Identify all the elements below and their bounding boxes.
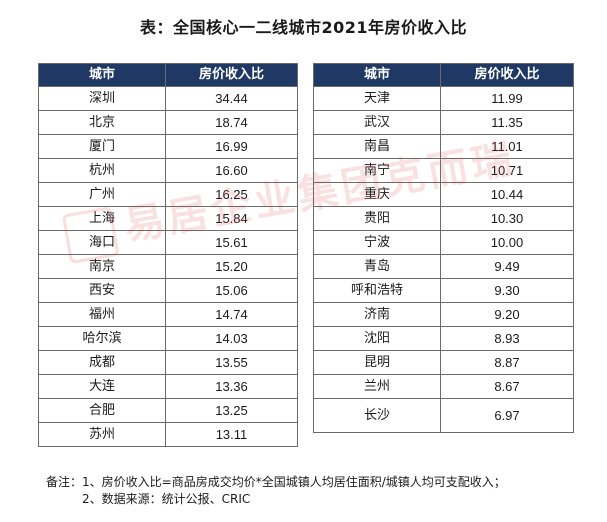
ratio-cell: 13.11 (165, 422, 298, 447)
table-row: 南京 15.20 (38, 254, 298, 279)
table-row: 重庆 10.44 (313, 182, 574, 207)
footnotes: 备注：1、房价收入比=商品房成交均价*全国城镇人均居住面积/城镇人均可支配收入；… (46, 474, 506, 508)
ratio-table-right: 城市 房价收入比 天津 11.99 武汉 11.35 南昌 11.01 南宁 10.71 重庆 1… (313, 63, 574, 433)
table-row: 海口 15.61 (38, 230, 298, 255)
city-cell: 呼和浩特 (313, 278, 441, 303)
city-cell: 南京 (38, 254, 166, 279)
city-cell: 合肥 (38, 398, 166, 423)
ratio-cell: 15.06 (165, 278, 298, 303)
ratio-cell: 9.20 (440, 302, 574, 327)
city-cell: 成都 (38, 350, 166, 375)
ratio-cell: 15.84 (165, 206, 298, 231)
city-cell: 杭州 (38, 158, 166, 183)
ratio-cell: 18.74 (165, 110, 298, 135)
table-row: 大连 13.36 (38, 374, 298, 399)
table-row: 西安 15.06 (38, 278, 298, 303)
city-cell: 沈阳 (313, 326, 441, 351)
ratio-cell: 11.35 (440, 110, 574, 135)
city-cell: 天津 (313, 86, 441, 111)
table-row: 厦门 16.99 (38, 134, 298, 159)
city-cell: 深圳 (38, 86, 166, 111)
table-row: 南昌 11.01 (313, 134, 574, 159)
ratio-cell: 34.44 (165, 86, 298, 111)
city-cell: 苏州 (38, 422, 166, 447)
city-cell: 重庆 (313, 182, 441, 207)
city-cell: 上海 (38, 206, 166, 231)
ratio-cell: 11.01 (440, 134, 574, 159)
ratio-cell: 14.03 (165, 326, 298, 351)
ratio-cell: 16.25 (165, 182, 298, 207)
ratio-cell: 9.49 (440, 254, 574, 279)
city-cell: 西安 (38, 278, 166, 303)
table-row: 长沙 6.97 (313, 398, 574, 433)
page-title: 表：全国核心一二线城市2021年房价收入比 (139, 18, 468, 37)
city-cell: 北京 (38, 110, 166, 135)
ratio-cell: 14.74 (165, 302, 298, 327)
ratio-cell: 16.60 (165, 158, 298, 183)
table-row: 宁波 10.00 (313, 230, 574, 255)
city-cell: 宁波 (313, 230, 441, 255)
table-row: 成都 13.55 (38, 350, 298, 375)
table-row: 杭州 16.60 (38, 158, 298, 183)
ratio-cell: 15.20 (165, 254, 298, 279)
ratio-cell: 10.30 (440, 206, 574, 231)
table-row: 苏州 13.11 (38, 422, 298, 447)
table-row: 沈阳 8.93 (313, 326, 574, 351)
table-row: 合肥 13.25 (38, 398, 298, 423)
city-cell: 海口 (38, 230, 166, 255)
city-cell: 昆明 (313, 350, 441, 375)
table-header-row: 城市 房价收入比 (313, 63, 574, 87)
table-row: 福州 14.74 (38, 302, 298, 327)
city-cell: 武汉 (313, 110, 441, 135)
ratio-cell: 16.99 (165, 134, 298, 159)
ratio-cell: 13.55 (165, 350, 298, 375)
city-cell: 南昌 (313, 134, 441, 159)
table-row: 昆明 8.87 (313, 350, 574, 375)
ratio-cell: 6.97 (440, 398, 574, 433)
ratio-cell: 8.87 (440, 350, 574, 375)
table-row: 贵阳 10.30 (313, 206, 574, 231)
ratio-cell: 10.44 (440, 182, 574, 207)
table-row: 呼和浩特 9.30 (313, 278, 574, 303)
table-row: 青岛 9.49 (313, 254, 574, 279)
city-cell: 福州 (38, 302, 166, 327)
city-cell: 长沙 (313, 398, 441, 433)
table-header-row: 城市 房价收入比 (38, 63, 298, 87)
ratio-cell: 8.67 (440, 374, 574, 399)
ratio-cell: 10.71 (440, 158, 574, 183)
ratio-cell: 13.36 (165, 374, 298, 399)
footnote-line-1: 备注：1、房价收入比=商品房成交均价*全国城镇人均居住面积/城镇人均可支配收入； (46, 475, 506, 489)
city-cell: 大连 (38, 374, 166, 399)
ratio-cell: 10.00 (440, 230, 574, 255)
table-row: 兰州 8.67 (313, 374, 574, 399)
city-cell: 哈尔滨 (38, 326, 166, 351)
table-row: 武汉 11.35 (313, 110, 574, 135)
table-row: 上海 15.84 (38, 206, 298, 231)
column-header-city: 城市 (313, 63, 441, 87)
table-row: 北京 18.74 (38, 110, 298, 135)
table-row: 济南 9.20 (313, 302, 574, 327)
city-cell: 青岛 (313, 254, 441, 279)
city-cell: 济南 (313, 302, 441, 327)
footnote-line-2: 2、数据来源：统计公报、CRIC (82, 492, 251, 506)
column-header-ratio: 房价收入比 (440, 63, 574, 87)
city-cell: 贵阳 (313, 206, 441, 231)
city-cell: 兰州 (313, 374, 441, 399)
column-header-ratio: 房价收入比 (165, 63, 298, 87)
column-header-city: 城市 (38, 63, 166, 87)
city-cell: 广州 (38, 182, 166, 207)
table-row: 天津 11.99 (313, 86, 574, 111)
table-row: 南宁 10.71 (313, 158, 574, 183)
ratio-cell: 13.25 (165, 398, 298, 423)
ratio-table-left: 城市 房价收入比 深圳 34.44 北京 18.74 厦门 16.99 杭州 16.60 广州 1… (38, 63, 298, 447)
table-row: 广州 16.25 (38, 182, 298, 207)
city-cell: 厦门 (38, 134, 166, 159)
ratio-cell: 9.30 (440, 278, 574, 303)
city-cell: 南宁 (313, 158, 441, 183)
ratio-cell: 15.61 (165, 230, 298, 255)
table-row: 深圳 34.44 (38, 86, 298, 111)
ratio-cell: 8.93 (440, 326, 574, 351)
ratio-cell: 11.99 (440, 86, 574, 111)
table-row: 哈尔滨 14.03 (38, 326, 298, 351)
